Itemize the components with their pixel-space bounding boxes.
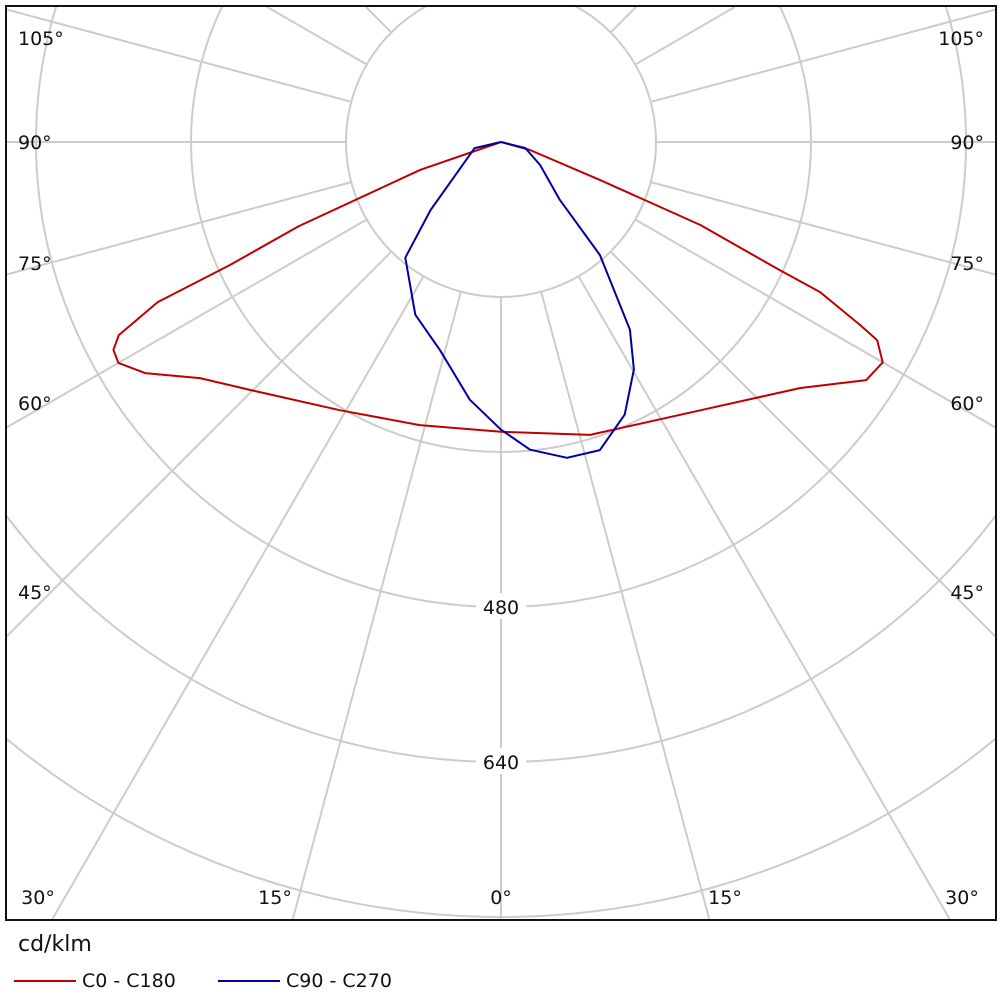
- angle-label-15: 15°: [708, 887, 742, 909]
- legend-item-c0-c180: C0 - C180: [14, 970, 176, 992]
- angle-label-30: 30°: [21, 887, 55, 909]
- radial-line: [650, 181, 995, 276]
- polar-chart: 105° 105° 90° 90° 75° 75° 60° 60° 45° 45° 30° 30° 15…: [5, 5, 997, 921]
- ring-label-640: 640: [483, 752, 519, 774]
- radial-line: [634, 218, 995, 429]
- legend-swatch: [14, 980, 76, 982]
- angle-label-60: 60°: [18, 393, 52, 415]
- angle-label-0: 0°: [490, 887, 512, 909]
- radial-line: [540, 291, 711, 919]
- angle-label-90: 90°: [18, 132, 52, 154]
- angle-label-105: 105°: [938, 28, 984, 50]
- ring-160: [345, 7, 657, 298]
- radial-line: [266, 7, 368, 66]
- angle-label-15: 15°: [258, 887, 292, 909]
- angle-label-45: 45°: [18, 582, 52, 604]
- radial-line: [634, 7, 736, 66]
- radial-line: [7, 8, 352, 103]
- angle-label-105: 105°: [18, 28, 64, 50]
- angle-label-60: 60°: [950, 393, 984, 415]
- ring-label-480: 480: [483, 597, 519, 619]
- radial-line: [650, 8, 995, 103]
- radial-line: [609, 7, 637, 34]
- radial-line: [577, 275, 951, 919]
- radial-line: [7, 181, 352, 276]
- radial-line: [291, 291, 462, 919]
- legend-item-c90-c270: C90 - C270: [218, 970, 392, 992]
- radial-line: [365, 7, 393, 34]
- unit-label: cd/klm: [18, 932, 92, 957]
- ring-label-bg: [476, 593, 526, 619]
- ring-label-bg: [476, 748, 526, 774]
- series-line-0: [112, 141, 884, 436]
- angle-label-75: 75°: [950, 253, 984, 275]
- legend: cd/klm C0 - C180 C90 - C270: [14, 932, 392, 992]
- series-line-1: [404, 141, 635, 459]
- angle-label-90: 90°: [950, 132, 984, 154]
- radial-line: [51, 275, 425, 919]
- angle-label-45: 45°: [950, 582, 984, 604]
- radial-line: [7, 218, 368, 429]
- legend-label: C90 - C270: [286, 970, 392, 992]
- legend-label: C0 - C180: [82, 970, 176, 992]
- angle-label-30: 30°: [945, 887, 979, 909]
- legend-swatch: [218, 980, 280, 982]
- radial-line: [609, 250, 995, 637]
- radial-line: [7, 250, 393, 637]
- angle-label-75: 75°: [18, 253, 52, 275]
- plot-border: [5, 5, 997, 921]
